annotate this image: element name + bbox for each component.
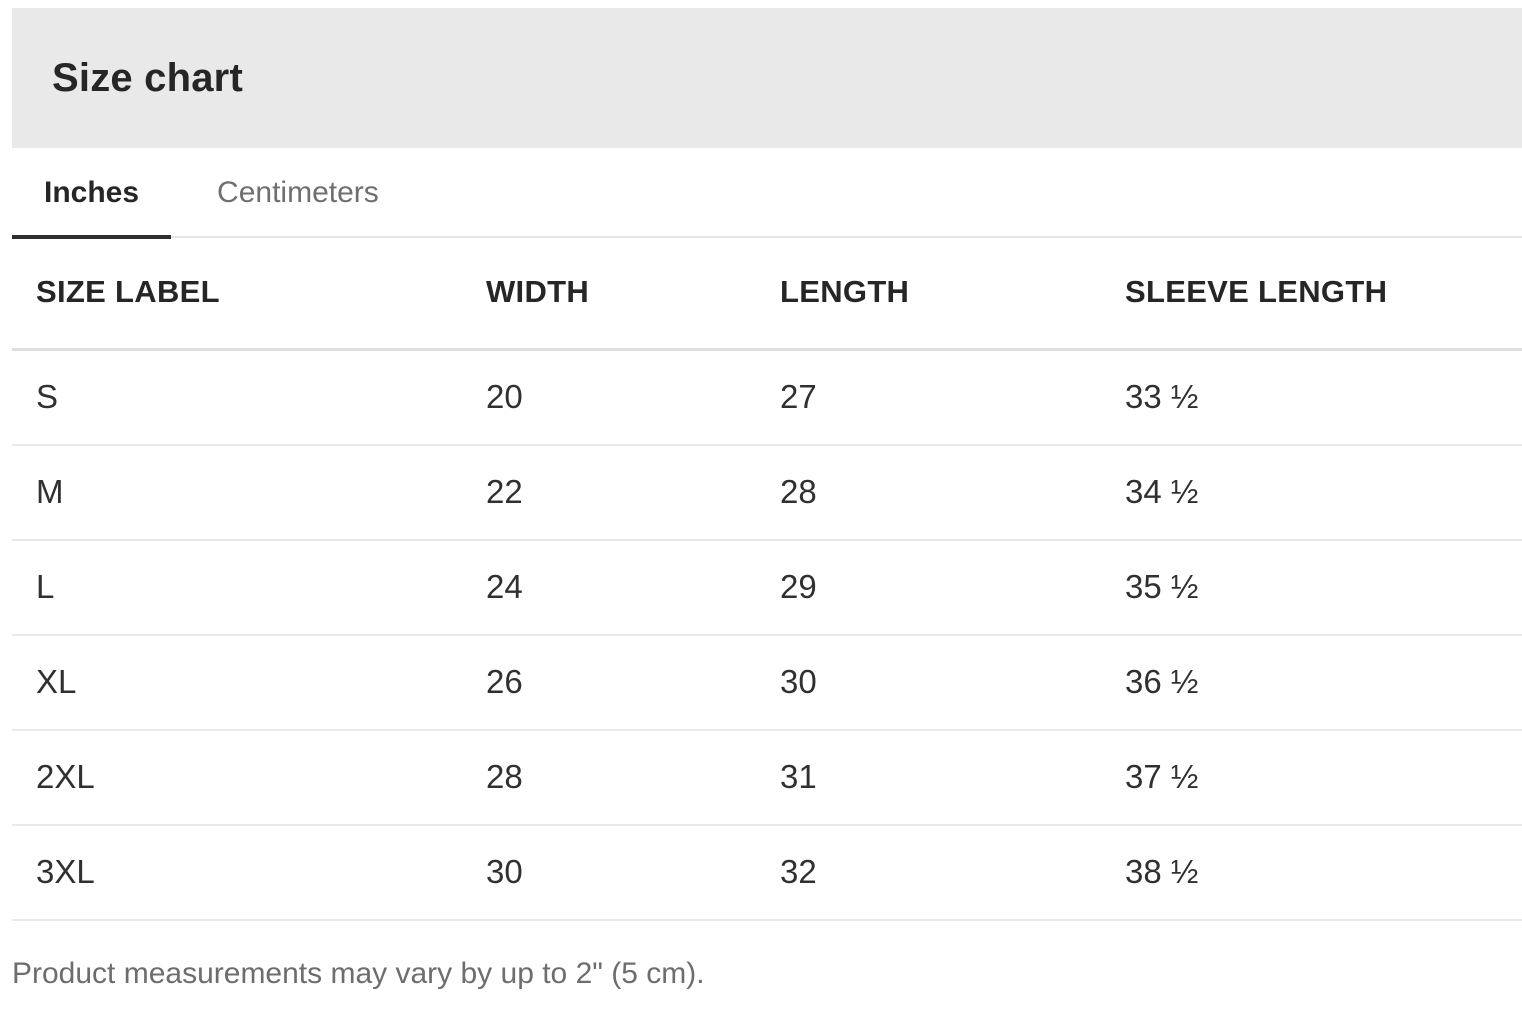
cell-size-label: 3XL bbox=[12, 825, 462, 921]
cell-length: 28 bbox=[756, 445, 1101, 541]
table-header-row: SIZE LABEL WIDTH LENGTH SLEEVE LENGTH bbox=[12, 238, 1522, 351]
table-row: S 20 27 33 ½ bbox=[12, 349, 1522, 446]
tab-centimeters[interactable]: Centimeters bbox=[217, 176, 379, 209]
cell-length: 31 bbox=[756, 730, 1101, 826]
size-chart-header: Size chart bbox=[12, 8, 1522, 148]
cell-size-label: 2XL bbox=[12, 730, 462, 826]
cell-width: 24 bbox=[462, 540, 756, 636]
cell-width: 20 bbox=[462, 349, 756, 446]
table-row: M 22 28 34 ½ bbox=[12, 445, 1522, 541]
column-header-sleeve-length: SLEEVE LENGTH bbox=[1101, 238, 1522, 351]
cell-width: 30 bbox=[462, 825, 756, 921]
cell-width: 26 bbox=[462, 635, 756, 731]
cell-length: 32 bbox=[756, 825, 1101, 921]
table-row: 2XL 28 31 37 ½ bbox=[12, 730, 1522, 826]
cell-sleeve-length: 34 ½ bbox=[1101, 445, 1522, 541]
cell-size-label: S bbox=[12, 349, 462, 446]
cell-size-label: M bbox=[12, 445, 462, 541]
column-header-length: LENGTH bbox=[756, 238, 1101, 351]
cell-sleeve-length: 33 ½ bbox=[1101, 349, 1522, 446]
cell-length: 27 bbox=[756, 349, 1101, 446]
cell-sleeve-length: 36 ½ bbox=[1101, 635, 1522, 731]
size-table: SIZE LABEL WIDTH LENGTH SLEEVE LENGTH S … bbox=[12, 238, 1522, 921]
cell-width: 28 bbox=[462, 730, 756, 826]
page-title: Size chart bbox=[52, 55, 243, 100]
cell-length: 29 bbox=[756, 540, 1101, 636]
cell-sleeve-length: 35 ½ bbox=[1101, 540, 1522, 636]
cell-size-label: XL bbox=[12, 635, 462, 731]
table-row: 3XL 30 32 38 ½ bbox=[12, 825, 1522, 921]
cell-sleeve-length: 37 ½ bbox=[1101, 730, 1522, 826]
size-chart-panel: Size chart Inches Centimeters SIZE LABEL… bbox=[12, 0, 1522, 991]
column-header-width: WIDTH bbox=[462, 238, 756, 351]
table-row: XL 26 30 36 ½ bbox=[12, 635, 1522, 731]
tab-inches[interactable]: Inches bbox=[12, 148, 172, 239]
cell-sleeve-length: 38 ½ bbox=[1101, 825, 1522, 921]
measurement-disclaimer: Product measurements may vary by up to 2… bbox=[12, 957, 705, 990]
cell-length: 30 bbox=[756, 635, 1101, 731]
column-header-size-label: SIZE LABEL bbox=[12, 238, 462, 351]
cell-width: 22 bbox=[462, 445, 756, 541]
cell-size-label: L bbox=[12, 540, 462, 636]
table-row: L 24 29 35 ½ bbox=[12, 540, 1522, 636]
units-tab-bar: Inches Centimeters bbox=[12, 148, 1522, 239]
